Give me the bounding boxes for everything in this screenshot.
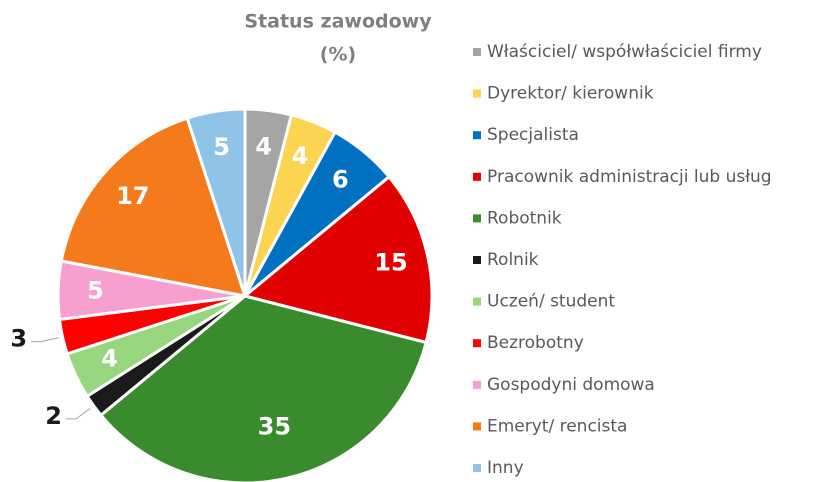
pie-slice [241,174,434,345]
legend-marker [473,48,481,56]
legend-marker [473,172,481,181]
legend-label: Rolnik [487,250,539,270]
legend-label: Pracownik administracji lub usług [487,167,772,187]
legend-label: Specjalista [487,125,579,145]
data-label: 4 [292,142,309,170]
legend-marker [473,214,481,223]
legend-marker [473,89,481,98]
chart-title: Status zawodowy [244,11,432,33]
legend-marker [473,131,481,140]
leader-line [65,407,91,420]
legend-marker [473,422,481,431]
data-label: 15 [374,248,407,276]
legend-label: Emeryt/ rencista [487,416,627,436]
data-label: 5 [87,276,104,304]
data-label: 3 [10,325,27,353]
data-label: 35 [258,412,291,440]
legend-marker [473,464,481,472]
pie-slice [59,116,248,298]
legend-label: Uczeń/ student [487,292,615,312]
data-label: 6 [332,166,349,194]
legend-marker [473,256,481,264]
chart-title: (%) [320,44,356,66]
pie-slice [98,294,428,482]
data-label: 5 [213,133,230,161]
legend-label: Robotnik [487,208,562,228]
legend-marker [473,380,481,389]
data-label: 4 [255,133,272,161]
legend-label: Gospodyni domowa [487,375,655,395]
data-label: 17 [116,182,149,210]
legend-label: Inny [487,458,524,478]
legend-label: Bezrobotny [487,333,584,353]
data-label: 4 [101,345,118,373]
pie-slice [185,107,247,297]
legend-label: Dyrektor/ kierownik [487,84,654,104]
data-label: 2 [45,402,62,430]
legend-marker [473,297,481,306]
leader-line [31,337,59,343]
legend-label: Właściciel/ współwłaściciel firmy [487,42,762,62]
legend-marker [473,339,481,348]
